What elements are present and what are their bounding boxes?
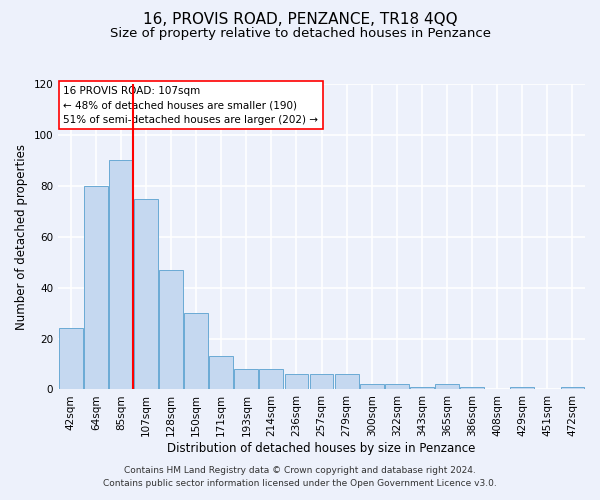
Text: Size of property relative to detached houses in Penzance: Size of property relative to detached ho… (110, 28, 491, 40)
Text: 16 PROVIS ROAD: 107sqm
← 48% of detached houses are smaller (190)
51% of semi-de: 16 PROVIS ROAD: 107sqm ← 48% of detached… (64, 86, 319, 125)
Bar (284, 374, 308, 390)
Bar (460, 387, 484, 390)
Bar (410, 387, 434, 390)
Bar (360, 384, 383, 390)
Bar (511, 387, 534, 390)
Bar (435, 384, 459, 390)
Bar (209, 356, 233, 390)
Text: Contains HM Land Registry data © Crown copyright and database right 2024.
Contai: Contains HM Land Registry data © Crown c… (103, 466, 497, 487)
Bar (560, 387, 584, 390)
Bar (310, 374, 334, 390)
X-axis label: Distribution of detached houses by size in Penzance: Distribution of detached houses by size … (167, 442, 476, 455)
Bar (235, 369, 258, 390)
Bar (184, 313, 208, 390)
Bar (84, 186, 108, 390)
Bar (259, 369, 283, 390)
Bar (109, 160, 133, 390)
Bar (385, 384, 409, 390)
Text: 16, PROVIS ROAD, PENZANCE, TR18 4QQ: 16, PROVIS ROAD, PENZANCE, TR18 4QQ (143, 12, 457, 28)
Y-axis label: Number of detached properties: Number of detached properties (15, 144, 28, 330)
Bar (59, 328, 83, 390)
Bar (159, 270, 183, 390)
Bar (335, 374, 359, 390)
Bar (134, 198, 158, 390)
